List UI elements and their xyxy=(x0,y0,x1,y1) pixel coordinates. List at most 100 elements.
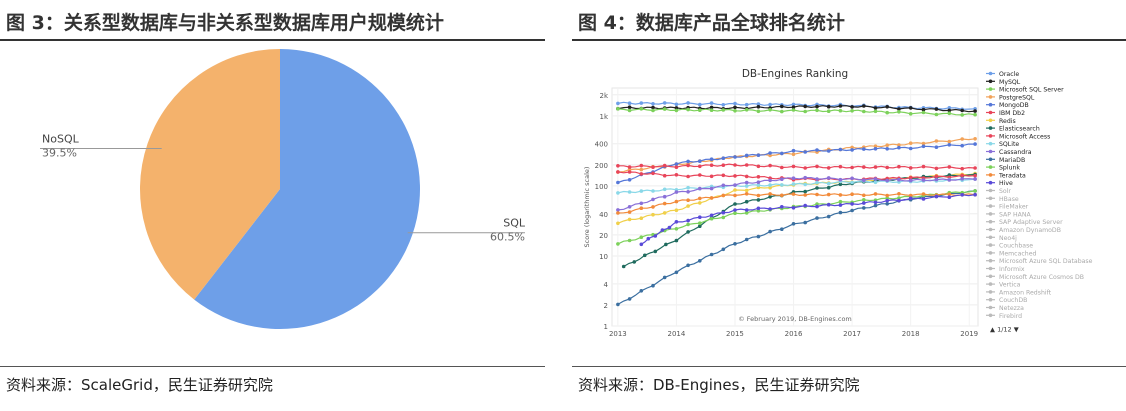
series-point xyxy=(709,101,714,105)
pie-figure-panel: 图 3：关系型数据库与非关系型数据库用户规模统计 SQL 60.5% NoSQL 39… xyxy=(0,0,545,411)
series-point xyxy=(973,177,977,181)
series-point xyxy=(627,170,632,174)
legend-item-vertica[interactable]: Vertica xyxy=(986,282,1021,289)
series-point xyxy=(960,143,964,148)
series-point xyxy=(885,178,889,183)
series-point xyxy=(662,194,667,199)
series-point xyxy=(639,107,644,111)
legend-item-neo4j[interactable]: Neo4j xyxy=(986,235,1017,242)
series-point xyxy=(815,204,819,209)
series-point xyxy=(698,102,702,107)
legend-item-couchbase[interactable]: Couchbase xyxy=(986,243,1033,250)
legend-item-hbase[interactable]: HBase xyxy=(986,196,1019,203)
series-point xyxy=(709,186,714,191)
legend-item-solr[interactable]: Solr xyxy=(986,188,1011,195)
series-point xyxy=(873,106,878,110)
series-point xyxy=(651,197,655,202)
series-point xyxy=(908,112,913,116)
series-point xyxy=(721,215,726,220)
series-point xyxy=(756,153,761,157)
series-point xyxy=(698,224,702,228)
legend-item-amazon-redshift[interactable]: Amazon Redshift xyxy=(986,289,1052,296)
legend-item-firebird[interactable]: Firebird xyxy=(986,313,1022,320)
y-tick-label: 2k xyxy=(599,92,608,100)
legend-item-netezza[interactable]: Netezza xyxy=(986,305,1024,312)
legend-item-splunk[interactable]: Splunk xyxy=(986,165,1020,172)
series-point xyxy=(921,141,926,146)
series-point xyxy=(639,235,644,239)
legend-item-redis[interactable]: Redis xyxy=(986,118,1016,125)
legend-item-sap-adaptive-server[interactable]: SAP Adaptive Server xyxy=(986,219,1063,226)
legend-item-mysql[interactable]: MySQL xyxy=(986,79,1021,86)
series-point xyxy=(873,203,878,208)
series-point xyxy=(826,181,831,186)
series-point xyxy=(850,165,854,170)
series-point xyxy=(733,211,737,215)
series-point xyxy=(873,192,878,196)
legend-marker xyxy=(988,141,993,146)
legend-marker xyxy=(988,71,993,76)
series-point xyxy=(756,206,761,211)
series-point xyxy=(815,164,819,169)
legend-item-sqlite[interactable]: SQLite xyxy=(986,141,1019,148)
legend-item-memcached[interactable]: Memcached xyxy=(986,250,1036,257)
legend-item-teradata[interactable]: Teradata xyxy=(986,172,1026,179)
legend-marker xyxy=(988,204,993,208)
series-point xyxy=(744,211,749,215)
legend-item-elasticsearch[interactable]: Elasticsearch xyxy=(986,126,1040,133)
legend-item-sap-hana[interactable]: SAP HANA xyxy=(986,211,1031,218)
legend-item-microsoft-access[interactable]: Microsoft Access xyxy=(986,133,1050,140)
series-point xyxy=(616,208,620,212)
legend-item-ibm-db2[interactable]: IBM Db2 xyxy=(986,110,1025,117)
series-point xyxy=(908,106,913,110)
legend-label: Solr xyxy=(999,188,1011,195)
legend-marker xyxy=(988,219,993,224)
legend-item-oracle[interactable]: Oracle xyxy=(986,71,1019,78)
legend-item-microsoft-azure-cosmos-db[interactable]: Microsoft Azure Cosmos DB xyxy=(986,274,1084,281)
db-engines-ranking-chart: DB-Engines Ranking 2k 1k 400 200 100 40 20 10 4 2 1… xyxy=(583,68,1093,338)
series-point xyxy=(838,193,843,197)
series-point xyxy=(733,242,737,246)
series-point xyxy=(674,106,679,110)
legend-item-postgresql[interactable]: PostgreSQL xyxy=(986,94,1035,101)
legend-item-informix[interactable]: Informix xyxy=(986,266,1025,273)
legend-item-mongodb[interactable]: MongoDB xyxy=(986,102,1029,109)
series-point xyxy=(709,174,714,179)
series-point xyxy=(768,102,772,107)
series-point xyxy=(815,108,819,113)
legend-item-cassandra[interactable]: Cassandra xyxy=(986,149,1032,156)
legend-item-couchdb[interactable]: CouchDB xyxy=(986,297,1027,304)
legend-marker xyxy=(988,188,993,193)
series-point xyxy=(662,101,667,105)
legend-pager[interactable]: ▲ 1/12 ▼ xyxy=(990,326,1019,334)
legend-marker xyxy=(988,87,993,91)
series-point xyxy=(627,105,632,109)
legend-item-filemaker[interactable]: FileMaker xyxy=(986,204,1029,211)
series-microsoft-sql-server xyxy=(616,107,977,117)
pie-label-nosql: NoSQL xyxy=(42,133,80,146)
legend-item-amazon-dynamodb[interactable]: Amazon DynamoDB xyxy=(986,227,1061,234)
series-cassandra xyxy=(616,175,977,212)
legend-item-mariadb[interactable]: MariaDB xyxy=(986,157,1025,164)
series-point xyxy=(826,176,831,180)
legend-marker xyxy=(988,149,993,154)
series-point xyxy=(698,196,702,201)
legend-item-microsoft-azure-sql-database[interactable]: Microsoft Azure SQL Database xyxy=(986,258,1093,265)
series-point xyxy=(803,182,807,187)
series-point xyxy=(768,108,772,112)
series-point xyxy=(838,104,843,108)
series-point xyxy=(632,260,637,264)
series-point xyxy=(616,211,620,215)
legend-marker xyxy=(988,95,993,99)
series-point xyxy=(873,109,878,114)
series-point xyxy=(686,159,690,164)
legend-label: SAP HANA xyxy=(999,211,1031,218)
series-point xyxy=(921,178,926,182)
legend-item-microsoft-sql-server[interactable]: Microsoft SQL Server xyxy=(986,87,1064,94)
x-tick-label: 2019 xyxy=(960,330,978,338)
series-point xyxy=(897,196,901,200)
series-point xyxy=(838,182,843,187)
series-point xyxy=(850,192,854,196)
legend-marker xyxy=(988,173,993,177)
legend-item-hive[interactable]: Hive xyxy=(986,180,1013,187)
